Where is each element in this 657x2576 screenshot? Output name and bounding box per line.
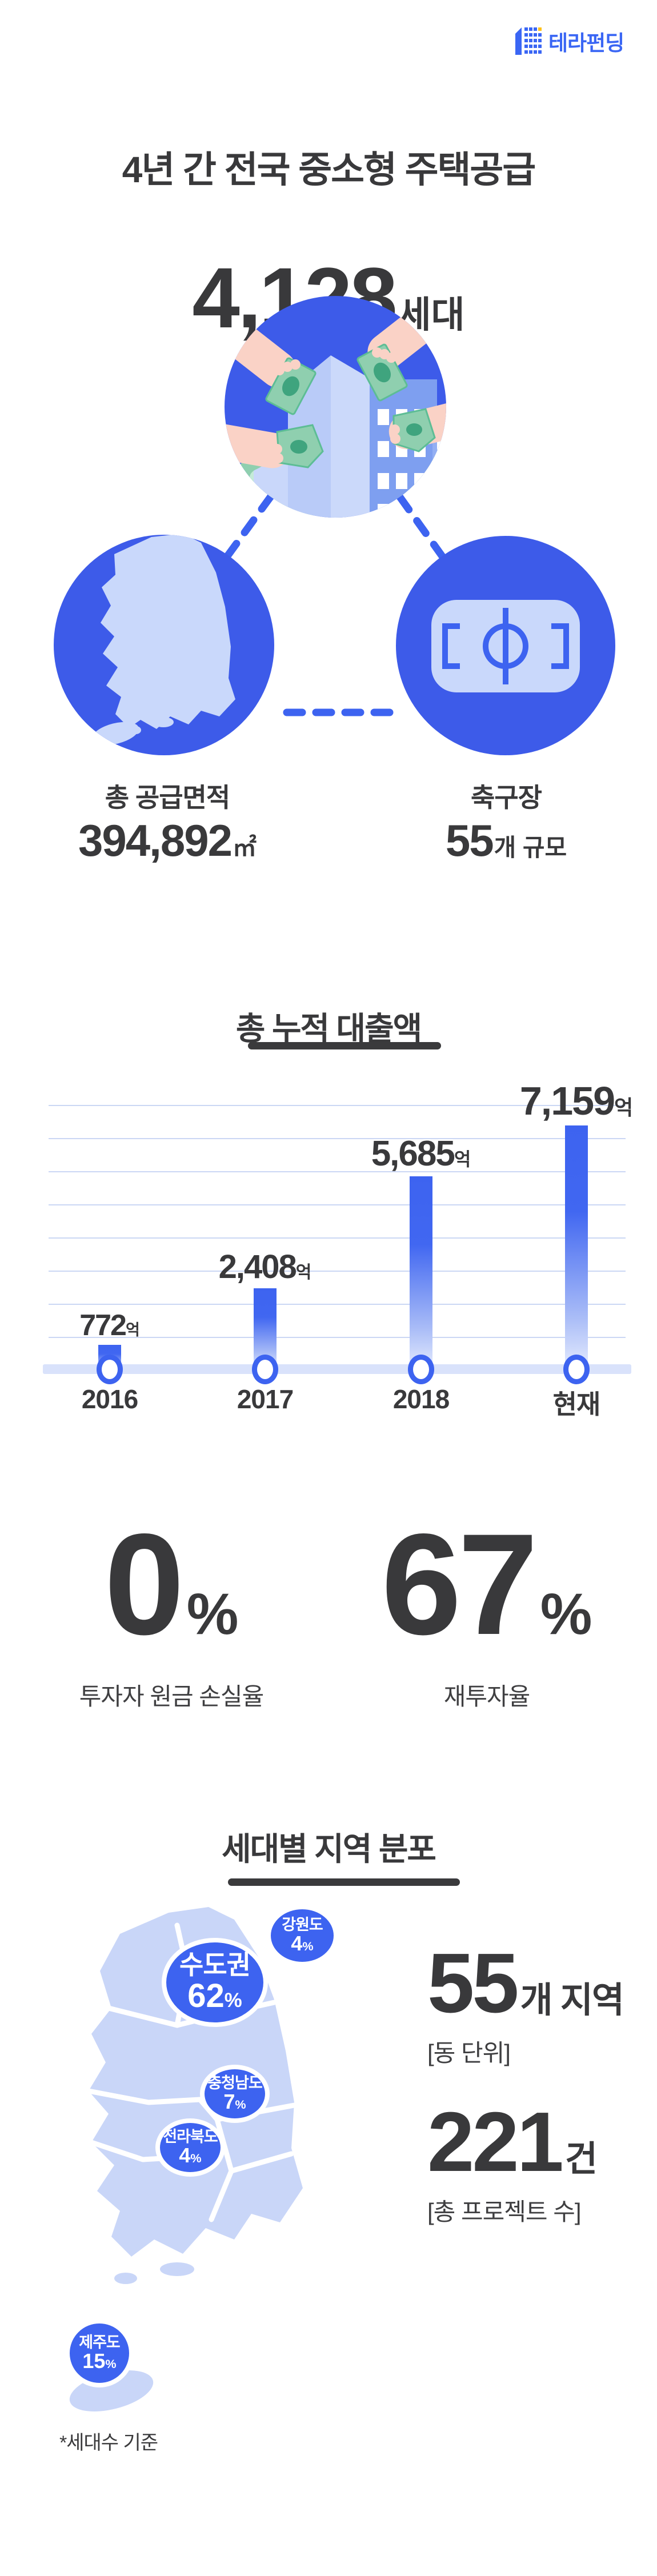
bubble-chungnam-pct: 7%	[223, 2090, 246, 2114]
bubble-sudogwon: 수도권 62%	[162, 1938, 268, 2027]
areas-count-value: 55	[427, 1936, 519, 2030]
bubble-jeju-pct: 15%	[82, 2349, 117, 2373]
areas-count-unit: 개 지역	[520, 1981, 624, 2020]
chart-gridline	[49, 1271, 626, 1272]
projects-count-caption: [총 프로젝트 수]	[427, 2198, 582, 2225]
soccer-field-unit: 개 규모	[494, 834, 567, 861]
projects-count-unit: 건	[564, 2140, 598, 2179]
chart-gridline	[49, 1337, 626, 1338]
loan-bar-value: 2,408억	[218, 1248, 312, 1285]
hero-title: 4년 간 전국 중소형 주택공급	[122, 149, 536, 190]
chart-gridline	[49, 1105, 626, 1106]
bubble-jeonbuk-pct: 4%	[179, 2144, 202, 2168]
areas-count-stat: 55 개 지역 [동 단위]	[427, 1941, 656, 2069]
loan-bar-2018	[410, 1176, 432, 1371]
principal-loss-label: 투자자 원금 손실율	[79, 1683, 264, 1710]
terafunding-logo-icon	[515, 27, 542, 55]
terafunding-wordmark: 테라펀딩	[548, 31, 624, 55]
supply-area-map-icon	[51, 532, 277, 758]
supply-area-label: 총 공급면적	[105, 783, 230, 812]
bubble-gangwon-pct: 4%	[291, 1932, 314, 1956]
loan-bar-value: 772억	[79, 1309, 140, 1342]
soccer-field-icon	[396, 536, 615, 755]
chart-point-marker	[252, 1355, 278, 1384]
bubble-sudogwon-name: 수도권	[179, 1950, 251, 1980]
chart-gridline	[49, 1171, 626, 1172]
chart-gridline	[49, 1204, 626, 1205]
chart-category-label: 2016	[81, 1384, 138, 1414]
loan-bar-value: 5,685억	[371, 1134, 471, 1173]
projects-count-stat: 221 건 [총 프로젝트 수]	[427, 2100, 656, 2228]
footnote: *세대수 기준	[59, 2432, 158, 2454]
funding-buildings-illustration	[222, 294, 448, 520]
chart-gridline	[49, 1237, 626, 1239]
chart-point-marker	[97, 1355, 123, 1384]
bubble-jeju-name: 제주도	[79, 2333, 121, 2351]
reinvestment-value: 67	[381, 1504, 538, 1665]
principal-loss-unit: %	[186, 1581, 239, 1646]
loan-section-title: 총 누적 대출액	[235, 1011, 422, 1047]
chart-gridline	[49, 1138, 626, 1139]
soccer-field-value: 55	[445, 815, 494, 866]
reinvestment-label: 재투자율	[443, 1683, 531, 1710]
soccer-field-stat: 축구장 55 개 규모	[375, 777, 638, 863]
bubble-jeonbuk: 전라북도 4%	[155, 2118, 225, 2177]
supply-area-value: 394,892	[78, 815, 233, 866]
reinvestment-stat: 67 % 재투자율	[350, 1513, 624, 1712]
soccer-field-label: 축구장	[471, 783, 542, 812]
bubble-jeonbuk-name: 전라북도	[163, 2128, 218, 2145]
chart-baseline	[43, 1364, 631, 1374]
region-section-title: 세대별 지역 분포	[222, 1831, 436, 1867]
chart-gridline	[49, 1304, 626, 1305]
terafunding-logo: 테라펀딩	[515, 26, 635, 56]
loan-bar-현재	[565, 1125, 588, 1371]
loan-title-underline	[248, 1042, 441, 1049]
region-title-underline	[228, 1878, 460, 1886]
bubble-jeju: 제주도 15%	[65, 2319, 134, 2387]
bubble-chungnam-name: 충청남도	[207, 2074, 262, 2092]
principal-loss-value: 0	[104, 1504, 185, 1665]
chart-point-marker	[563, 1355, 590, 1384]
supply-area-unit: ㎡	[232, 834, 257, 861]
supply-area-stat: 총 공급면적 394,892 ㎡	[36, 777, 299, 863]
projects-count-value: 221	[427, 2095, 564, 2189]
chart-category-label: 2017	[237, 1384, 294, 1414]
areas-count-caption: [동 단위]	[427, 2040, 511, 2066]
bubble-gangwon: 강원도 4%	[266, 1905, 338, 1966]
bubble-sudogwon-pct: 62%	[187, 1977, 242, 2014]
bubble-gangwon-name: 강원도	[282, 1916, 323, 1933]
principal-loss-stat: 0 % 투자자 원금 손실율	[34, 1513, 309, 1712]
chart-point-marker	[408, 1355, 434, 1384]
chart-category-label: 2018	[392, 1384, 450, 1414]
reinvestment-unit: %	[540, 1581, 592, 1646]
chart-category-label: 현재	[552, 1389, 601, 1419]
loan-bar-value: 7,159억	[519, 1079, 634, 1123]
bubble-chungnam: 충청남도 7%	[200, 2065, 270, 2123]
